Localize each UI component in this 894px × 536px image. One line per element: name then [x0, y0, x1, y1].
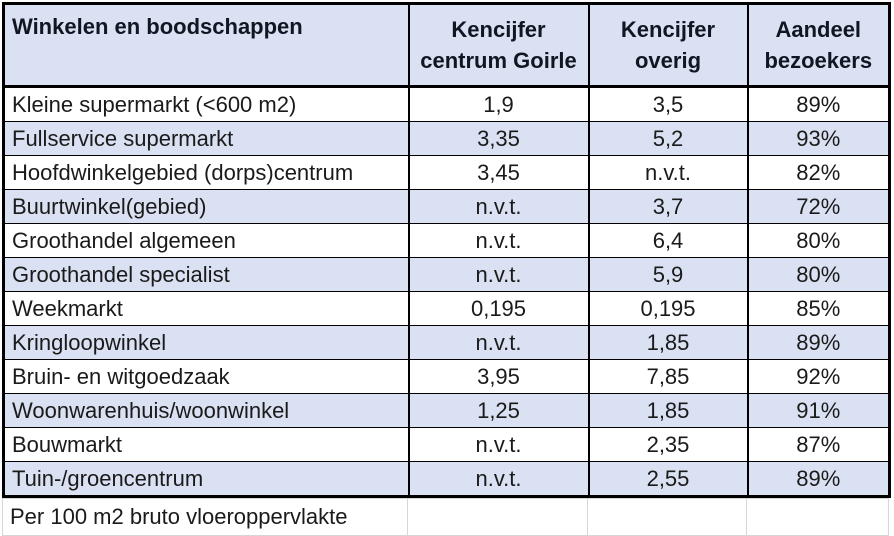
value-centrum-goirle: 3,95 [407, 359, 590, 394]
table-row: Groothandel specialist n.v.t. 5,9 80% [2, 257, 891, 292]
value-centrum-goirle: n.v.t. [407, 223, 590, 258]
row-label: Bruin- en witgoedzaak [2, 359, 410, 394]
table-footer: Per 100 m2 bruto vloeroppervlakte [2, 498, 889, 536]
row-label: Hoofdwinkelgebied (dorps)centrum [2, 155, 410, 190]
value-overig: 0,195 [587, 291, 749, 326]
footer-note: Per 100 m2 bruto vloeroppervlakte [2, 498, 408, 536]
value-overig: 1,85 [587, 325, 749, 360]
footer-row: Per 100 m2 bruto vloeroppervlakte [2, 498, 889, 536]
shopping-norms-table: Winkelen en boodschappen Kencijfer centr… [2, 2, 891, 498]
table-row: Bouwmarkt n.v.t. 2,35 87% [2, 427, 891, 462]
value-overig: 1,85 [587, 393, 749, 428]
table-row: Bruin- en witgoedzaak 3,95 7,85 92% [2, 359, 891, 394]
table-row: Fullservice supermarkt 3,35 5,2 93% [2, 121, 891, 156]
value-overig: 5,9 [587, 257, 749, 292]
value-centrum-goirle: n.v.t. [407, 325, 590, 360]
header-category: Winkelen en boodschappen [2, 3, 410, 88]
value-centrum-goirle: n.v.t. [407, 189, 590, 224]
table-row: Kleine supermarkt (<600 m2) 1,9 3,5 89% [2, 86, 891, 122]
table-row: Weekmarkt 0,195 0,195 85% [2, 291, 891, 326]
value-aandeel-bezoekers: 89% [746, 461, 891, 497]
value-overig: n.v.t. [587, 155, 749, 190]
value-aandeel-bezoekers: 80% [746, 223, 891, 258]
footer-empty-cell [746, 498, 889, 536]
row-label: Fullservice supermarkt [2, 121, 410, 156]
table-row: Buurtwinkel(gebied) n.v.t. 3,7 72% [2, 189, 891, 224]
value-aandeel-bezoekers: 89% [746, 325, 891, 360]
value-overig: 7,85 [587, 359, 749, 394]
table-row: Hoofdwinkelgebied (dorps)centrum 3,45 n.… [2, 155, 891, 190]
value-centrum-goirle: 1,25 [407, 393, 590, 428]
header-row: Winkelen en boodschappen Kencijfer centr… [2, 3, 891, 88]
header-line: bezoekers [764, 48, 873, 73]
header-kencijfer-centrum-goirle: Kencijfer centrum Goirle [407, 3, 590, 88]
row-label: Tuin-/groencentrum [2, 461, 410, 497]
value-aandeel-bezoekers: 80% [746, 257, 891, 292]
value-aandeel-bezoekers: 87% [746, 427, 891, 462]
value-centrum-goirle: 3,35 [407, 121, 590, 156]
row-label: Kleine supermarkt (<600 m2) [2, 86, 410, 122]
value-overig: 3,5 [587, 86, 749, 122]
value-centrum-goirle: 1,9 [407, 86, 590, 122]
table-row: Kringloopwinkel n.v.t. 1,85 89% [2, 325, 891, 360]
value-aandeel-bezoekers: 72% [746, 189, 891, 224]
value-overig: 3,7 [587, 189, 749, 224]
header-kencijfer-overig: Kencijfer overig [587, 3, 749, 88]
table-row: Tuin-/groencentrum n.v.t. 2,55 89% [2, 461, 891, 497]
value-aandeel-bezoekers: 85% [746, 291, 891, 326]
value-overig: 6,4 [587, 223, 749, 258]
table-row: Groothandel algemeen n.v.t. 6,4 80% [2, 223, 891, 258]
footer-empty-cell [407, 498, 588, 536]
row-label: Bouwmarkt [2, 427, 410, 462]
value-aandeel-bezoekers: 91% [746, 393, 891, 428]
header-line: Aandeel [775, 17, 862, 42]
value-centrum-goirle: 0,195 [407, 291, 590, 326]
value-aandeel-bezoekers: 92% [746, 359, 891, 394]
table-row: Woonwarenhuis/woonwinkel 1,25 1,85 91% [2, 393, 891, 428]
row-label: Woonwarenhuis/woonwinkel [2, 393, 410, 428]
header-line: Kencijfer [451, 17, 546, 42]
header-line: overig [634, 48, 702, 73]
value-centrum-goirle: n.v.t. [407, 257, 590, 292]
row-label: Groothandel algemeen [2, 223, 410, 258]
row-label: Buurtwinkel(gebied) [2, 189, 410, 224]
header-line: Kencijfer [620, 17, 716, 42]
table-header: Winkelen en boodschappen Kencijfer centr… [2, 3, 891, 88]
row-label: Groothandel specialist [2, 257, 410, 292]
row-label: Weekmarkt [2, 291, 410, 326]
value-centrum-goirle: n.v.t. [407, 427, 590, 462]
value-centrum-goirle: n.v.t. [407, 461, 590, 497]
value-overig: 2,35 [587, 427, 749, 462]
table-body: Kleine supermarkt (<600 m2) 1,9 3,5 89% … [2, 86, 891, 497]
header-line: centrum Goirle [420, 48, 577, 73]
value-overig: 2,55 [587, 461, 749, 497]
value-centrum-goirle: 3,45 [407, 155, 590, 190]
value-aandeel-bezoekers: 93% [746, 121, 891, 156]
value-overig: 5,2 [587, 121, 749, 156]
footer-empty-cell [587, 498, 747, 536]
header-aandeel-bezoekers: Aandeel bezoekers [746, 3, 891, 88]
value-aandeel-bezoekers: 89% [746, 86, 891, 122]
value-aandeel-bezoekers: 82% [746, 155, 891, 190]
row-label: Kringloopwinkel [2, 325, 410, 360]
